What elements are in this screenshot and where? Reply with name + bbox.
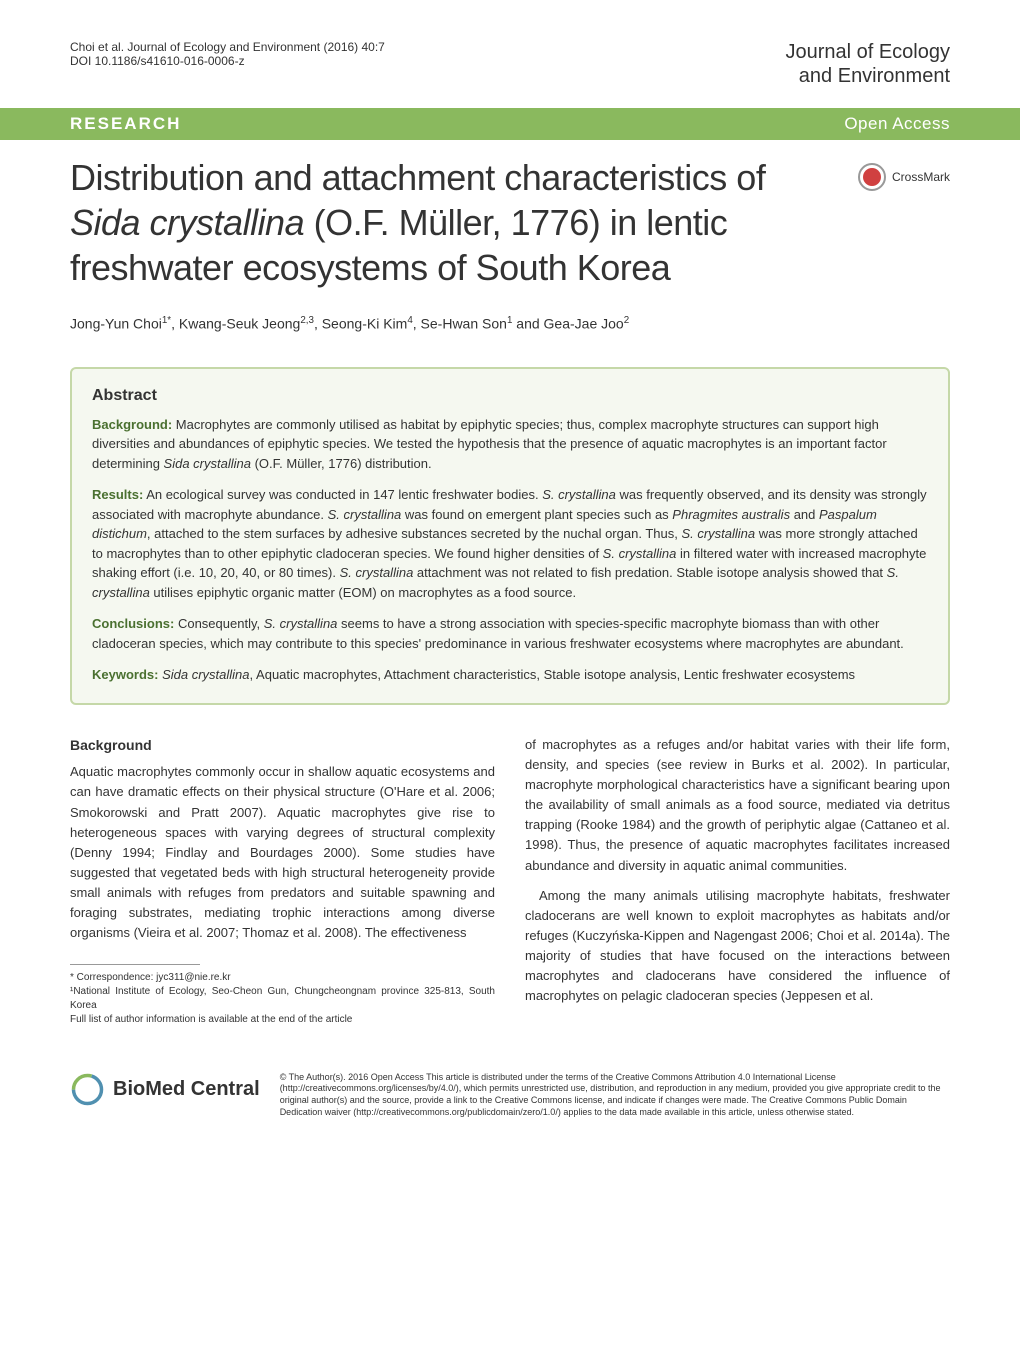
title-italic: Sida crystallina <box>70 202 304 243</box>
abstract-results: Results: An ecological survey was conduc… <box>92 485 928 602</box>
results-label: Results: <box>92 487 143 502</box>
footer-bar: BioMed Central © The Author(s). 2016 Ope… <box>0 1052 1020 1159</box>
crossmark-label: CrossMark <box>892 170 950 184</box>
journal-name: Journal of Ecology and Environment <box>785 40 950 88</box>
abstract-conclusions: Conclusions: Consequently, S. crystallin… <box>92 614 928 653</box>
research-bar: RESEARCH Open Access <box>0 108 1020 140</box>
license-text: © The Author(s). 2016 Open Access This a… <box>280 1072 950 1119</box>
background-label: Background: <box>92 417 172 432</box>
crossmark-inner-icon <box>863 168 881 186</box>
page-header: Choi et al. Journal of Ecology and Envir… <box>0 0 1020 108</box>
abstract-box: Abstract Background: Macrophytes are com… <box>70 367 950 705</box>
col1-paragraph: Aquatic macrophytes commonly occur in sh… <box>70 762 495 943</box>
conclusions-label: Conclusions: <box>92 616 174 631</box>
column-left: Background Aquatic macrophytes commonly … <box>70 735 495 1027</box>
col2-paragraph2: Among the many animals utilising macroph… <box>525 886 950 1007</box>
citation-line1: Choi et al. Journal of Ecology and Envir… <box>70 40 385 54</box>
content-wrap: Distribution and attachment characterist… <box>0 155 1020 1027</box>
biomed-text: BioMed Central <box>113 1078 260 1101</box>
title-wrap: Distribution and attachment characterist… <box>70 155 950 290</box>
citation-line2: DOI 10.1186/s41610-016-0006-z <box>70 54 245 68</box>
biomed-bold: BioMed Central <box>113 1078 260 1100</box>
footnote-correspondence: * Correspondence: jyc311@nie.re.kr <box>70 971 495 985</box>
abstract-keywords: Keywords: Sida crystallina, Aquatic macr… <box>92 665 928 685</box>
abstract-heading: Abstract <box>92 387 928 405</box>
biomed-icon <box>70 1072 105 1107</box>
footnote-affiliation: ¹National Institute of Ecology, Seo-Cheo… <box>70 985 495 1013</box>
open-access-label: Open Access <box>844 114 950 134</box>
column-right: of macrophytes as a refuges and/or habit… <box>525 735 950 1027</box>
footnote-fulllist: Full list of author information is avail… <box>70 1013 495 1027</box>
conclusions-text: Consequently, S. crystallina seems to ha… <box>92 616 904 651</box>
citation-info: Choi et al. Journal of Ecology and Envir… <box>70 40 385 68</box>
authors-list: Jong-Yun Choi1*, Kwang-Seuk Jeong2,3, Se… <box>70 315 950 332</box>
footnote-divider <box>70 964 200 965</box>
results-text: An ecological survey was conducted in 14… <box>92 487 927 600</box>
background-text: Macrophytes are commonly utilised as hab… <box>92 417 887 471</box>
background-heading: Background <box>70 735 495 757</box>
research-label: RESEARCH <box>70 114 181 134</box>
body-columns: Background Aquatic macrophytes commonly … <box>70 735 950 1027</box>
crossmark-badge[interactable]: CrossMark <box>858 163 950 191</box>
keywords-text: Sida crystallina, Aquatic macrophytes, A… <box>158 667 855 682</box>
abstract-background: Background: Macrophytes are commonly uti… <box>92 415 928 474</box>
journal-line2: and Environment <box>799 65 950 87</box>
crossmark-icon <box>858 163 886 191</box>
biomed-logo[interactable]: BioMed Central <box>70 1072 260 1107</box>
col2-paragraph1: of macrophytes as a refuges and/or habit… <box>525 735 950 876</box>
title-part1: Distribution and attachment characterist… <box>70 157 765 198</box>
journal-line1: Journal of Ecology <box>785 41 950 63</box>
keywords-label: Keywords: <box>92 667 158 682</box>
article-title: Distribution and attachment characterist… <box>70 155 838 290</box>
